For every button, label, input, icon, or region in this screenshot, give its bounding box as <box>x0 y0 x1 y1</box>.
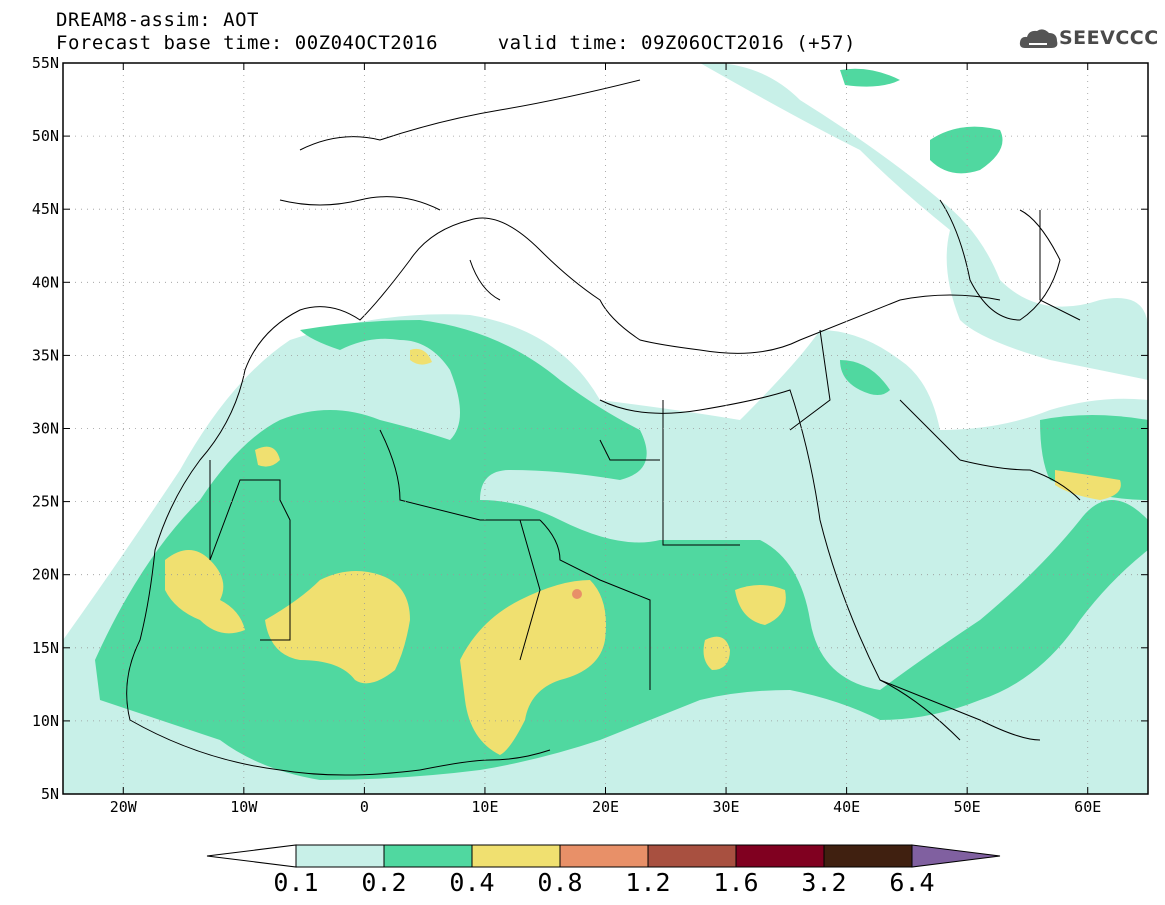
aot-0.4-region <box>165 550 245 634</box>
legend-arrow-high <box>911 844 1001 868</box>
lon-tick-label: 50E <box>954 798 981 816</box>
legend-swatch <box>735 844 825 868</box>
aot-0.2-region <box>930 126 1003 174</box>
lon-tick-label: 10W <box>230 798 258 816</box>
graticule <box>63 63 1148 794</box>
legend-label: 6.4 <box>889 868 935 897</box>
aot-0.4-region <box>460 580 606 755</box>
legend-swatch <box>383 844 473 868</box>
legend-label: 3.2 <box>801 868 847 897</box>
legend-swatch <box>471 844 561 868</box>
aot-0.2-region <box>840 360 890 395</box>
legend-label: 0.4 <box>449 868 495 897</box>
legend-swatch <box>559 844 649 868</box>
lat-tick-label: 50N <box>32 127 59 145</box>
aot-0.4-region <box>410 348 432 365</box>
aot-0.4-region <box>265 571 410 684</box>
logo-text: SEEVCCC <box>1059 27 1159 49</box>
lat-tick-label: 25N <box>32 493 59 511</box>
lat-tick-label: 40N <box>32 273 59 291</box>
title-variable: DREAM8-assim: AOT <box>56 9 259 31</box>
legend-label: 1.6 <box>713 868 759 897</box>
aot-0.4-region <box>703 636 730 670</box>
lat-tick-label: 10N <box>32 712 59 730</box>
lat-tick-label: 5N <box>41 785 59 803</box>
lat-tick-label: 20N <box>32 566 59 584</box>
lat-tick-label: 55N <box>32 54 59 72</box>
legend-label: 0.8 <box>537 868 583 897</box>
aot-0.4-region <box>255 446 280 467</box>
title-times: Forecast base time: 00Z04OCT2016 valid t… <box>56 32 856 54</box>
aot-0.8-region <box>572 589 582 599</box>
country-borders <box>126 79 1081 776</box>
lat-tick-label: 30N <box>32 420 59 438</box>
legend-swatch <box>295 844 385 868</box>
lat-tick-label: 15N <box>32 639 59 657</box>
legend-arrow-low <box>206 844 297 868</box>
lon-tick-label: 20W <box>110 798 138 816</box>
lon-tick-label: 30E <box>713 798 740 816</box>
lon-tick-label: 60E <box>1074 798 1101 816</box>
legend-swatch <box>823 844 913 868</box>
lat-tick-label: 45N <box>32 200 59 218</box>
lon-tick-label: 20E <box>592 798 619 816</box>
lon-tick-label: 40E <box>833 798 860 816</box>
lon-tick-label: 0 <box>360 798 369 816</box>
longitude-axis: 20W 10W 0 10E 20E 30E 40E 50E 60E <box>110 63 1101 816</box>
color-legend <box>206 844 1001 868</box>
lat-tick-label: 35N <box>32 346 59 364</box>
cloud-logo-icon <box>1019 29 1058 48</box>
lon-tick-label: 10E <box>471 798 498 816</box>
legend-label: 1.2 <box>625 868 671 897</box>
aot-0.1-region <box>700 63 1148 380</box>
legend-swatch <box>647 844 737 868</box>
aot-0.2-region <box>840 68 900 87</box>
latitude-axis: 55N 50N 45N 40N 35N 30N 25N 20N 15N 10N 5N <box>32 54 1148 803</box>
aot-0.4-region <box>735 585 786 625</box>
legend-label: 0.1 <box>273 868 319 897</box>
legend-label: 0.2 <box>361 868 407 897</box>
